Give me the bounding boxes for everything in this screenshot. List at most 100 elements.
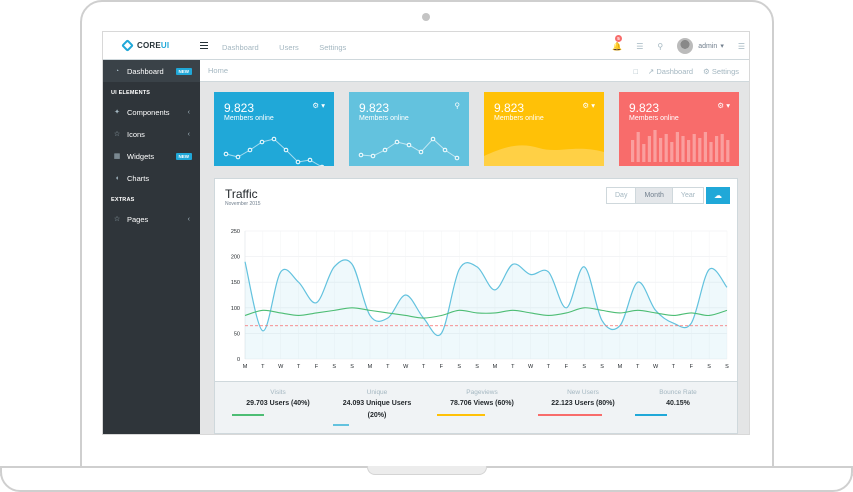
card-bar xyxy=(703,132,707,162)
nav-users[interactable]: Users xyxy=(279,42,299,52)
gear-icon: ⚙ xyxy=(703,66,710,76)
x-tick-label: S xyxy=(582,364,586,370)
x-tick-label: S xyxy=(707,364,711,370)
x-tick-label: W xyxy=(278,364,284,370)
card-bar xyxy=(698,138,702,162)
x-tick-label: M xyxy=(368,364,373,370)
location-pin-icon[interactable]: ⚲ xyxy=(454,101,461,110)
x-tick-label: M xyxy=(493,364,498,370)
x-tick-label: T xyxy=(511,364,515,370)
user-menu[interactable]: admin ▾ xyxy=(698,42,724,51)
aside-menu-icon[interactable]: ☰ xyxy=(737,41,745,51)
card-value: 9.823 xyxy=(629,101,660,115)
y-tick-label: 0 xyxy=(237,357,240,363)
stat-label: Visits xyxy=(270,389,286,396)
traffic-card: Traffic November 2015 Day Month Year ☁ 0… xyxy=(214,178,738,434)
chevron-left-icon: ‹ xyxy=(187,130,190,138)
breadcrumb-dashboard-label: Dashboard xyxy=(656,66,694,76)
card-bar xyxy=(675,132,679,162)
card-value: 9.823 xyxy=(359,101,390,115)
card-bar xyxy=(664,134,668,162)
stat-progress-bar xyxy=(232,414,264,416)
sidebar-section-title: EXTRAS xyxy=(111,197,135,203)
card-value: 9.823 xyxy=(494,101,525,115)
card-bar xyxy=(709,142,713,162)
star-icon: ☆ xyxy=(113,131,121,138)
sidebar-item-dashboard[interactable]: ◔ Dashboard NEW xyxy=(103,60,200,82)
y-tick-label: 250 xyxy=(231,229,240,235)
brand-logo[interactable]: COREUI xyxy=(103,39,200,52)
card-label: Members online xyxy=(359,115,409,122)
x-tick-label: S xyxy=(332,364,336,370)
user-avatar[interactable] xyxy=(677,38,694,54)
sidebar-item-widgets[interactable]: ▦ Widgets NEW xyxy=(103,145,200,167)
stat-value: 24.093 Unique Users (20%) xyxy=(342,400,412,419)
speedometer-icon: ◔ xyxy=(114,67,120,75)
stat-card-4: 9.823 Members online ⚙ ▾ xyxy=(619,92,739,166)
card-area-chart xyxy=(484,145,604,166)
sidebar-item-label: Icons xyxy=(127,129,145,139)
x-tick-label: T xyxy=(636,364,640,370)
gear-dropdown-icon[interactable]: ⚙ ▾ xyxy=(717,101,730,110)
card-bar-chart xyxy=(631,130,730,162)
x-tick-label: W xyxy=(403,364,409,370)
calculator-icon: ▦ xyxy=(113,153,121,160)
stat-card-2: 9.823 Members online ⚲ xyxy=(349,92,469,166)
list-icon[interactable]: ☰ xyxy=(636,41,644,51)
traffic-stats-footer: Visits 29.703 Users (40%) Unique 24.093 … xyxy=(215,381,737,433)
nav-dashboard[interactable]: Dashboard xyxy=(222,42,259,52)
x-tick-label: S xyxy=(475,364,479,370)
traffic-title: Traffic xyxy=(225,187,258,201)
y-tick-label: 200 xyxy=(231,255,240,261)
stat-progress-bar xyxy=(635,414,667,416)
range-year-button[interactable]: Year xyxy=(671,187,705,204)
x-tick-label: W xyxy=(528,364,534,370)
speech-icon[interactable]: □ xyxy=(633,66,638,76)
card-bar xyxy=(720,134,724,162)
location-pin-icon[interactable]: ⚲ xyxy=(657,41,664,51)
breadcrumb-settings-link[interactable]: ⚙ Settings xyxy=(703,67,739,76)
sidebar-section-title: UI ELEMENTS xyxy=(111,90,151,96)
stat-card-1: 9.823 Members online ⚙ ▾ xyxy=(214,92,334,166)
x-tick-label: F xyxy=(565,364,569,370)
card-bar xyxy=(715,136,719,162)
sidebar-item-pages[interactable]: ☆ Pages ‹ xyxy=(103,208,200,230)
breadcrumb-home[interactable]: Home xyxy=(208,66,229,75)
x-tick-label: S xyxy=(600,364,604,370)
x-tick-label: T xyxy=(672,364,676,370)
traffic-subtitle: November 2015 xyxy=(225,201,261,207)
nav-settings[interactable]: Settings xyxy=(319,42,347,52)
stat-label: Unique xyxy=(366,389,388,396)
stat-pageviews: Pageviews 78.706 Views (60%) xyxy=(437,389,527,416)
sidebar-item-icons[interactable]: ☆ Icons ‹ xyxy=(103,123,200,145)
app-screen: COREUI Dashboard Users Settings 🔔 5 ☰ ⚲ a… xyxy=(102,31,750,435)
sidebar-item-label: Dashboard xyxy=(127,66,164,76)
x-tick-label: F xyxy=(315,364,319,370)
stat-card-3: 9.823 Members online ⚙ ▾ xyxy=(484,92,604,166)
star-icon: ☆ xyxy=(113,216,121,223)
stat-value: 40.15% xyxy=(666,400,690,407)
range-toggle: Day Month Year xyxy=(606,187,705,204)
sidebar-item-components[interactable]: ✦ Components ‹ xyxy=(103,101,200,123)
sidebar-item-charts[interactable]: ◖ Charts xyxy=(103,167,200,189)
bell-icon[interactable]: 🔔 5 xyxy=(612,34,623,51)
stat-label: Pageviews xyxy=(466,389,498,396)
top-bar: COREUI Dashboard Users Settings 🔔 5 ☰ ⚲ a… xyxy=(103,32,749,60)
gear-dropdown-icon[interactable]: ⚙ ▾ xyxy=(312,101,325,110)
brand-text: COREUI xyxy=(137,41,170,50)
card-label: Members online xyxy=(224,115,274,122)
new-badge: NEW xyxy=(175,67,192,75)
breadcrumb-dashboard-link[interactable]: ↗ Dashboard xyxy=(648,67,693,76)
x-tick-label: F xyxy=(690,364,694,370)
y-tick-label: 100 xyxy=(231,306,240,312)
card-bar xyxy=(653,130,657,162)
cloud-download-button[interactable]: ☁ xyxy=(706,187,730,204)
y-tick-label: 150 xyxy=(231,280,240,286)
gear-dropdown-icon[interactable]: ⚙ ▾ xyxy=(582,101,595,110)
card-line-chart xyxy=(358,136,460,161)
sidebar-toggle-icon[interactable] xyxy=(200,42,208,49)
laptop-notch xyxy=(367,466,487,475)
x-tick-label: F xyxy=(440,364,444,370)
range-month-button[interactable]: Month xyxy=(635,187,673,204)
breadcrumb: Home □ ↗ Dashboard ⚙ Settings xyxy=(200,60,749,82)
